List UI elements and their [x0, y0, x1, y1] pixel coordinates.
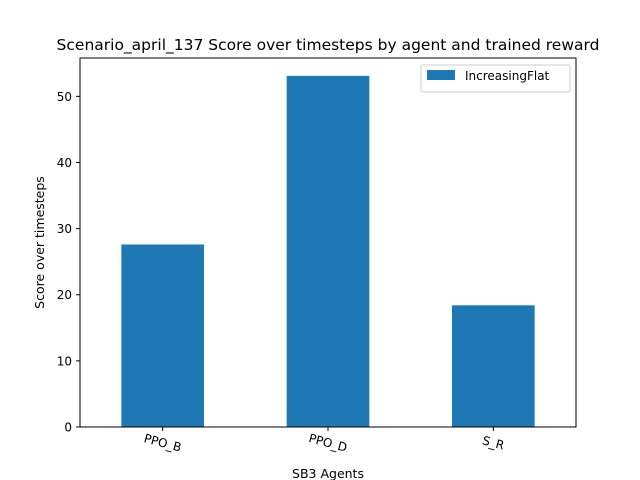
y-tick-label: 40 — [57, 156, 72, 170]
y-tick-label: 30 — [57, 222, 72, 236]
legend: IncreasingFlat — [420, 64, 571, 93]
y-tick-label: 50 — [57, 90, 72, 104]
bar-s-r — [452, 305, 535, 427]
y-axis-label: Score over timesteps — [32, 176, 47, 309]
y-tick-label: 0 — [64, 421, 72, 435]
y-tick-label: 20 — [57, 288, 72, 302]
y-axis-ticks: 0 10 20 30 40 50 — [57, 90, 80, 435]
legend-box — [420, 64, 571, 93]
bar-ppo-b — [121, 244, 204, 427]
bar-ppo-d — [286, 75, 370, 427]
x-axis-label: SB3 Agents — [292, 466, 364, 480]
bars-group — [121, 75, 535, 427]
y-tick-label: 10 — [57, 354, 72, 368]
legend-swatch — [427, 70, 455, 80]
legend-label: IncreasingFlat — [465, 69, 550, 83]
chart-title: Scenario_april_137 Score over timesteps … — [57, 36, 600, 55]
plot-frame — [79, 57, 577, 428]
x-tick-label: S_R — [481, 433, 506, 452]
